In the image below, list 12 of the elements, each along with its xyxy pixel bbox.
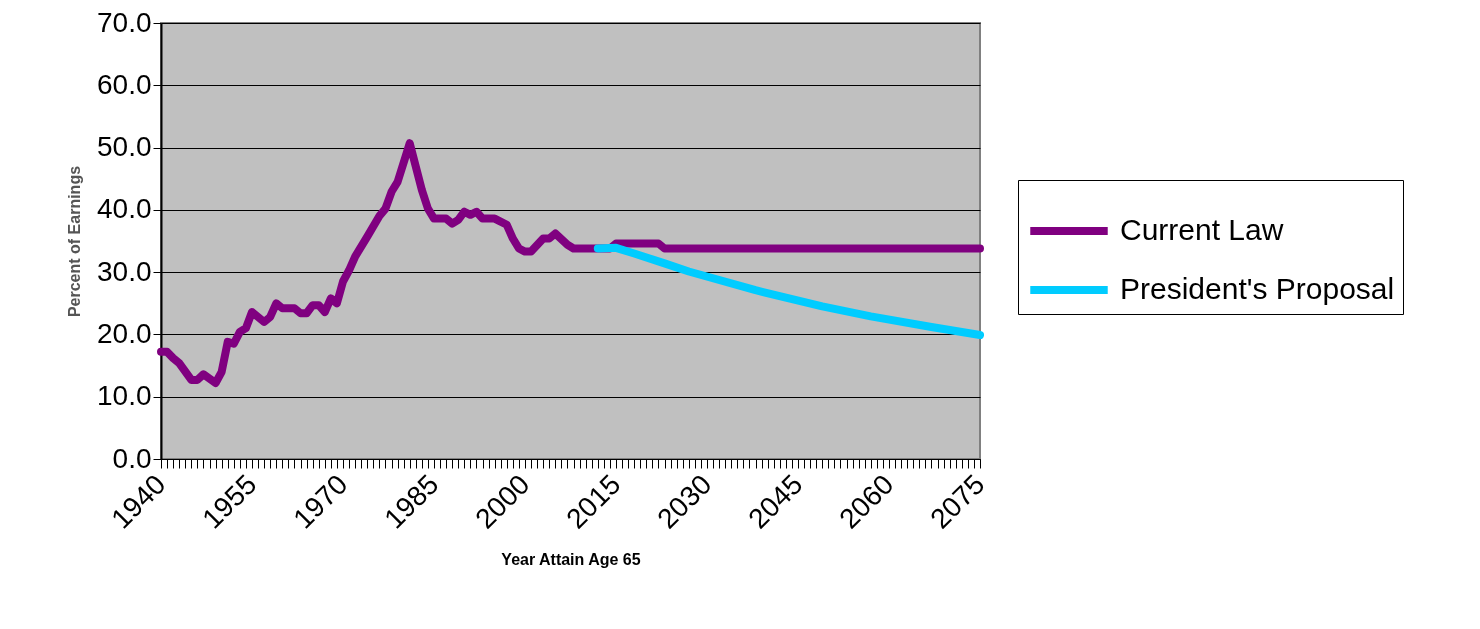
x-axis-title: Year Attain Age 65 xyxy=(501,551,641,569)
y-tick-label: 20.0 xyxy=(97,317,152,349)
y-tick-label: 10.0 xyxy=(97,380,152,412)
y-axis-title: Percent of Earnings xyxy=(66,165,83,318)
y-tick-label: 50.0 xyxy=(97,131,152,163)
y-tick-label: 30.0 xyxy=(97,255,152,287)
legend-label: President's Proposal xyxy=(1120,272,1395,305)
legend-label: Current Law xyxy=(1120,213,1284,246)
y-tick-label: 0.0 xyxy=(112,442,152,474)
y-tick-label: 40.0 xyxy=(97,193,152,225)
y-tick-label: 70.0 xyxy=(97,6,152,38)
y-tick-label: 60.0 xyxy=(97,68,152,100)
